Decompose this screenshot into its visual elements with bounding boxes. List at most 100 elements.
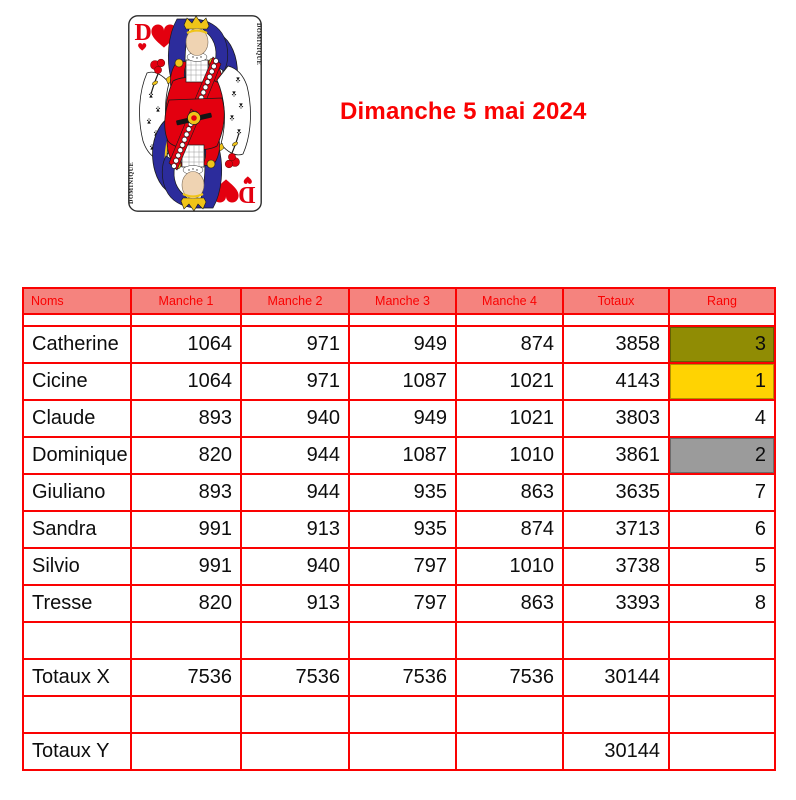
score-cell[interactable]: 1021 [455, 399, 564, 438]
score-cell[interactable]: 1087 [348, 436, 457, 475]
rank-cell[interactable]: 5 [668, 547, 776, 586]
empty-cell[interactable] [455, 695, 564, 734]
empty-cell[interactable] [562, 313, 670, 327]
empty-cell[interactable] [130, 313, 242, 327]
header-rang[interactable]: Rang [668, 287, 776, 315]
score-cell[interactable]: 944 [240, 436, 350, 475]
score-cell[interactable]: 863 [455, 584, 564, 623]
score-cell[interactable]: 797 [348, 547, 457, 586]
rank-cell[interactable]: 2 [668, 436, 776, 475]
empty-cell[interactable] [668, 695, 776, 734]
empty-cell[interactable] [240, 621, 350, 660]
total-cell[interactable]: 3803 [562, 399, 670, 438]
empty-cell[interactable] [22, 621, 132, 660]
empty-cell[interactable] [130, 621, 242, 660]
score-cell[interactable]: 949 [348, 325, 457, 364]
score-cell[interactable]: 940 [240, 399, 350, 438]
empty-cell[interactable] [668, 313, 776, 327]
empty-cell[interactable] [455, 621, 564, 660]
rank-cell[interactable]: 1 [668, 362, 776, 401]
score-cell[interactable]: 991 [130, 547, 242, 586]
header-noms[interactable]: Noms [22, 287, 132, 315]
totals-cell[interactable]: 7536 [130, 658, 242, 697]
totals-rank-cell[interactable] [668, 732, 776, 771]
score-cell[interactable]: 893 [130, 399, 242, 438]
score-cell[interactable]: 971 [240, 362, 350, 401]
empty-cell[interactable] [22, 313, 132, 327]
player-name-cell[interactable]: Giuliano [22, 473, 132, 512]
empty-cell[interactable] [562, 695, 670, 734]
score-cell[interactable]: 935 [348, 473, 457, 512]
empty-cell[interactable] [562, 621, 670, 660]
totals-x-label[interactable]: Totaux X [22, 658, 132, 697]
totals-cell[interactable]: 7536 [455, 658, 564, 697]
totals-cell[interactable]: 7536 [348, 658, 457, 697]
totals-cell[interactable] [240, 732, 350, 771]
totals-cell[interactable] [130, 732, 242, 771]
score-cell[interactable]: 820 [130, 436, 242, 475]
total-cell[interactable]: 3738 [562, 547, 670, 586]
totals-cell[interactable] [455, 732, 564, 771]
empty-cell[interactable] [348, 695, 457, 734]
player-name-cell[interactable]: Dominique [22, 436, 132, 475]
score-cell[interactable]: 1087 [348, 362, 457, 401]
header-manche-2[interactable]: Manche 2 [240, 287, 350, 315]
score-cell[interactable]: 893 [130, 473, 242, 512]
rank-cell[interactable]: 7 [668, 473, 776, 512]
score-cell[interactable]: 1010 [455, 436, 564, 475]
totals-cell[interactable]: 30144 [562, 732, 670, 771]
total-cell[interactable]: 3858 [562, 325, 670, 364]
scores-table: Noms Manche 1 Manche 2 Manche 3 Manche 4… [22, 287, 776, 771]
empty-cell[interactable] [130, 695, 242, 734]
score-cell[interactable]: 971 [240, 325, 350, 364]
player-name-cell[interactable]: Cicine [22, 362, 132, 401]
score-cell[interactable]: 874 [455, 325, 564, 364]
player-name-cell[interactable]: Sandra [22, 510, 132, 549]
score-cell[interactable]: 940 [240, 547, 350, 586]
totals-rank-cell[interactable] [668, 658, 776, 697]
empty-cell[interactable] [240, 695, 350, 734]
empty-cell[interactable] [240, 313, 350, 327]
score-cell[interactable]: 797 [348, 584, 457, 623]
total-cell[interactable]: 3713 [562, 510, 670, 549]
score-cell[interactable]: 1064 [130, 325, 242, 364]
totals-cell[interactable]: 30144 [562, 658, 670, 697]
total-cell[interactable]: 3393 [562, 584, 670, 623]
player-name-cell[interactable]: Silvio [22, 547, 132, 586]
empty-cell[interactable] [348, 313, 457, 327]
totals-cell[interactable] [348, 732, 457, 771]
header-manche-3[interactable]: Manche 3 [348, 287, 457, 315]
score-cell[interactable]: 935 [348, 510, 457, 549]
total-cell[interactable]: 3861 [562, 436, 670, 475]
total-cell[interactable]: 3635 [562, 473, 670, 512]
rank-cell[interactable]: 8 [668, 584, 776, 623]
player-name-cell[interactable]: Claude [22, 399, 132, 438]
score-cell[interactable]: 863 [455, 473, 564, 512]
score-cell[interactable]: 1021 [455, 362, 564, 401]
rank-cell[interactable]: 4 [668, 399, 776, 438]
score-cell[interactable]: 913 [240, 510, 350, 549]
score-cell[interactable]: 991 [130, 510, 242, 549]
score-cell[interactable]: 944 [240, 473, 350, 512]
header-totaux[interactable]: Totaux [562, 287, 670, 315]
header-manche-4[interactable]: Manche 4 [455, 287, 564, 315]
total-cell[interactable]: 4143 [562, 362, 670, 401]
empty-cell[interactable] [348, 621, 457, 660]
player-name-cell[interactable]: Catherine [22, 325, 132, 364]
score-cell[interactable]: 949 [348, 399, 457, 438]
score-cell[interactable]: 874 [455, 510, 564, 549]
rank-cell[interactable]: 3 [668, 325, 776, 364]
player-name-cell[interactable]: Tresse [22, 584, 132, 623]
empty-cell[interactable] [22, 695, 132, 734]
totals-y-label[interactable]: Totaux Y [22, 732, 132, 771]
score-cell[interactable]: 1064 [130, 362, 242, 401]
player-row-giuliano: Giuliano 893 944 935 863 3635 7 [22, 473, 776, 512]
score-cell[interactable]: 820 [130, 584, 242, 623]
header-manche-1[interactable]: Manche 1 [130, 287, 242, 315]
score-cell[interactable]: 913 [240, 584, 350, 623]
empty-cell[interactable] [455, 313, 564, 327]
rank-cell[interactable]: 6 [668, 510, 776, 549]
score-cell[interactable]: 1010 [455, 547, 564, 586]
empty-cell[interactable] [668, 621, 776, 660]
totals-cell[interactable]: 7536 [240, 658, 350, 697]
